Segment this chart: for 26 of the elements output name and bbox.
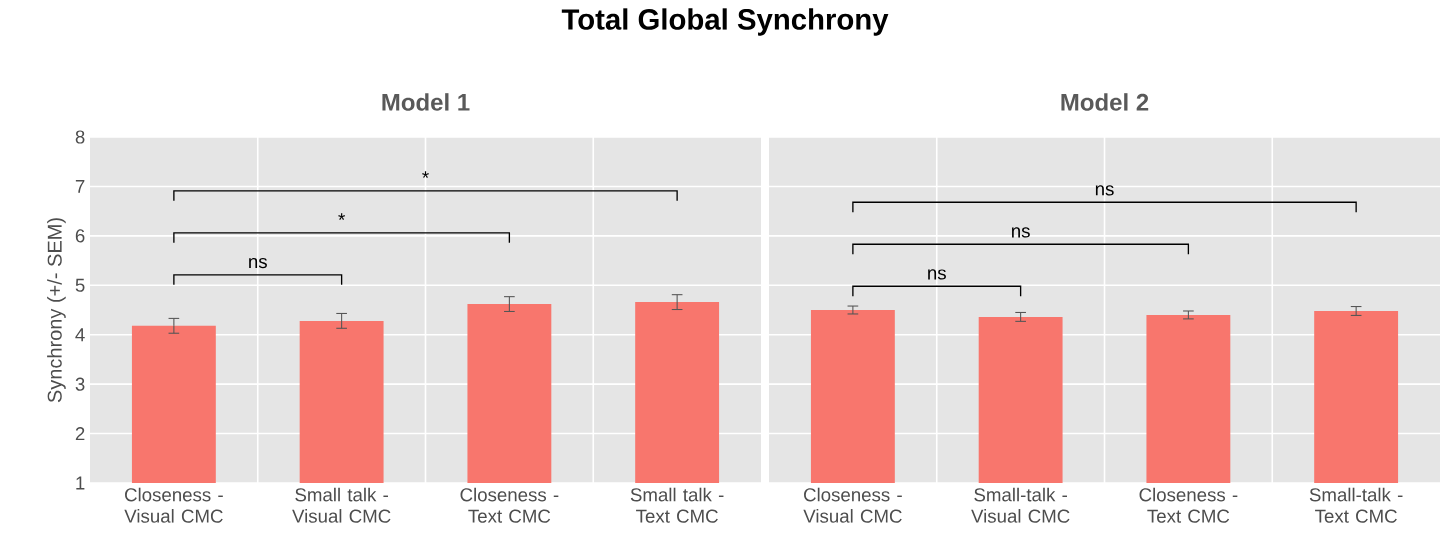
annotation: ns <box>249 257 267 269</box>
x-tick-label: Closeness - Text CMC <box>460 487 559 523</box>
x-tick-label: Small talk - Visual CMC <box>292 487 391 523</box>
x-tick-label: Closeness - Visual CMC <box>124 487 223 523</box>
annotation: * <box>422 171 429 178</box>
annotation: * <box>338 213 345 220</box>
y-tick-label: 3 <box>75 377 85 391</box>
y-axis-title: Synchrony (+/- SEM) <box>47 218 66 403</box>
annotation: ns <box>928 269 946 280</box>
y-tick-label: 4 <box>75 328 85 342</box>
x-tick-label: Closeness - Text CMC <box>1139 487 1238 523</box>
y-tick-label: 1 <box>76 476 85 490</box>
y-tick-label: 5 <box>75 278 85 292</box>
chart-title: Total Global Synchrony <box>561 8 889 36</box>
annotation: ns <box>1012 227 1030 238</box>
y-tick-label: 8 <box>75 130 85 144</box>
annotation: ns <box>1095 185 1114 196</box>
y-tick-label: 7 <box>75 180 85 193</box>
chart-title: Model 2 <box>1061 93 1149 111</box>
chart-subtitle: Model 1 <box>382 93 470 111</box>
x-tick-label: Closeness - Visual CMC <box>803 487 902 523</box>
y-tick-label: 6 <box>75 229 85 243</box>
y-tick-label: 2 <box>75 427 85 441</box>
x-tick-label: Small-talk - Visual CMC <box>971 487 1070 523</box>
x-tick-label: Small talk - Text CMC <box>630 487 724 523</box>
x-tick-label: Small-talk - Text CMC <box>1309 487 1403 523</box>
